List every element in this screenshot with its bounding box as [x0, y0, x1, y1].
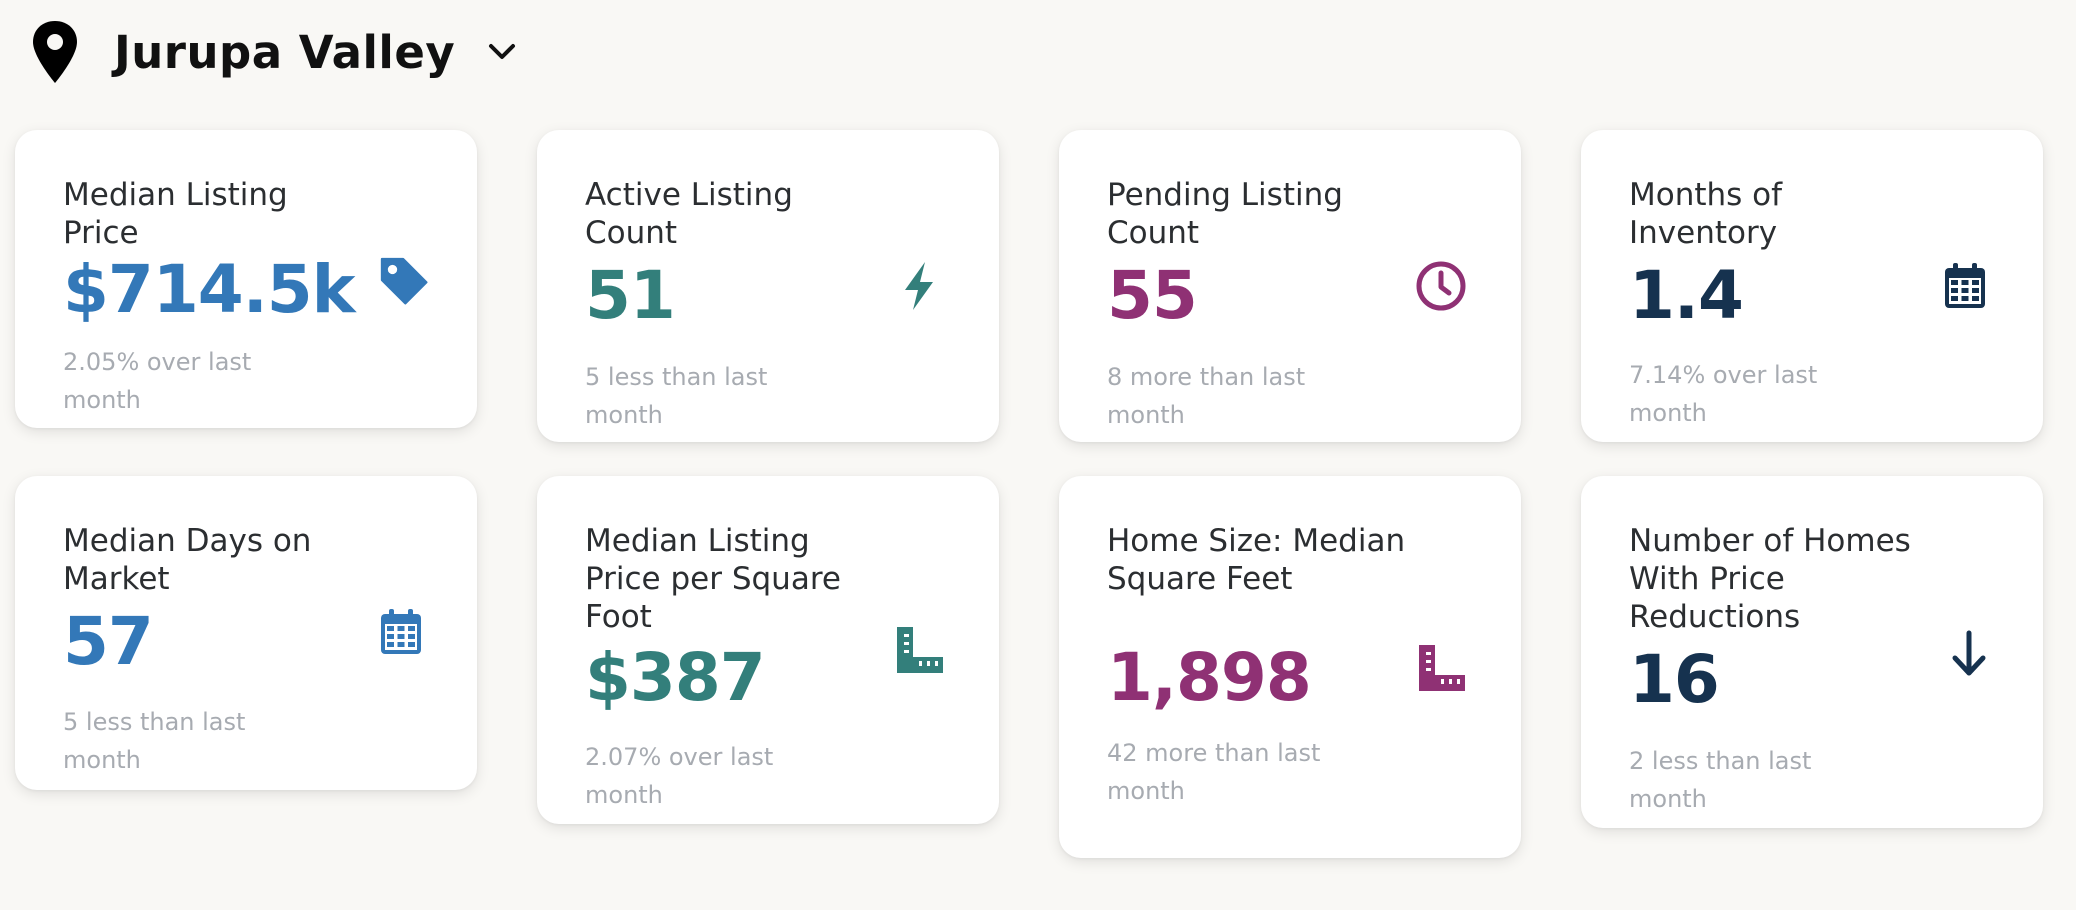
card-title: Months of Inventory — [1629, 177, 1783, 251]
card-title: Median Listing Price per Square Foot — [585, 523, 841, 635]
card-value: 51 — [585, 257, 676, 334]
card-value: $714.5k — [63, 251, 356, 328]
arrow-down-icon — [1952, 630, 1986, 676]
stat-card-months-of-inventory: Months of Inventory 1.4 7.14% over last … — [1581, 130, 2043, 442]
bolt-icon — [905, 262, 933, 310]
card-title: Active Listing Count — [585, 177, 793, 251]
card-title: Pending Listing Count — [1107, 177, 1343, 251]
card-subtext: 2.05% over last month — [63, 348, 252, 414]
card-title: Home Size: Median Square Feet — [1107, 523, 1406, 597]
tag-icon — [380, 257, 428, 305]
card-value: 16 — [1629, 641, 1720, 718]
card-value: 55 — [1107, 257, 1198, 334]
stat-card-median-listing-price: Median Listing Price $714.5k 2.05% over … — [15, 130, 477, 428]
stat-card-price-reductions: Number of Homes With Price Reductions 16… — [1581, 476, 2043, 828]
card-value: 1,898 — [1107, 639, 1312, 716]
ruler-icon — [1419, 645, 1465, 691]
chevron-down-icon[interactable] — [487, 42, 517, 62]
card-value: $387 — [585, 639, 766, 716]
card-value: 57 — [63, 603, 154, 680]
map-pin-icon — [33, 21, 77, 83]
stat-card-price-per-square-foot: Median Listing Price per Square Foot $38… — [537, 476, 999, 824]
card-subtext: 5 less than last month — [585, 363, 768, 429]
card-subtext: 2.07% over last month — [585, 743, 774, 809]
stat-card-pending-listing-count: Pending Listing Count 55 8 more than las… — [1059, 130, 1521, 442]
stat-card-median-days-on-market: Median Days on Market 57 5 less than las… — [15, 476, 477, 790]
location-selector[interactable]: Jurupa Valley — [30, 12, 517, 92]
card-title: Median Listing Price — [63, 177, 288, 251]
card-subtext: 42 more than last month — [1107, 739, 1321, 805]
calendar-icon — [1945, 263, 1985, 308]
stat-card-active-listing-count: Active Listing Count 51 5 less than last… — [537, 130, 999, 442]
calendar-icon — [381, 609, 421, 654]
card-subtext: 2 less than last month — [1629, 747, 1812, 813]
card-value: 1.4 — [1629, 257, 1744, 334]
ruler-icon — [897, 627, 943, 673]
card-subtext: 5 less than last month — [63, 708, 246, 774]
card-title: Number of Homes With Price Reductions — [1629, 523, 1911, 635]
card-title: Median Days on Market — [63, 523, 312, 597]
card-subtext: 8 more than last month — [1107, 363, 1306, 429]
location-name: Jurupa Valley — [114, 25, 456, 79]
card-subtext: 7.14% over last month — [1629, 361, 1818, 427]
clock-icon — [1416, 261, 1466, 311]
stat-card-home-size: Home Size: Median Square Feet 1,898 42 m… — [1059, 476, 1521, 858]
